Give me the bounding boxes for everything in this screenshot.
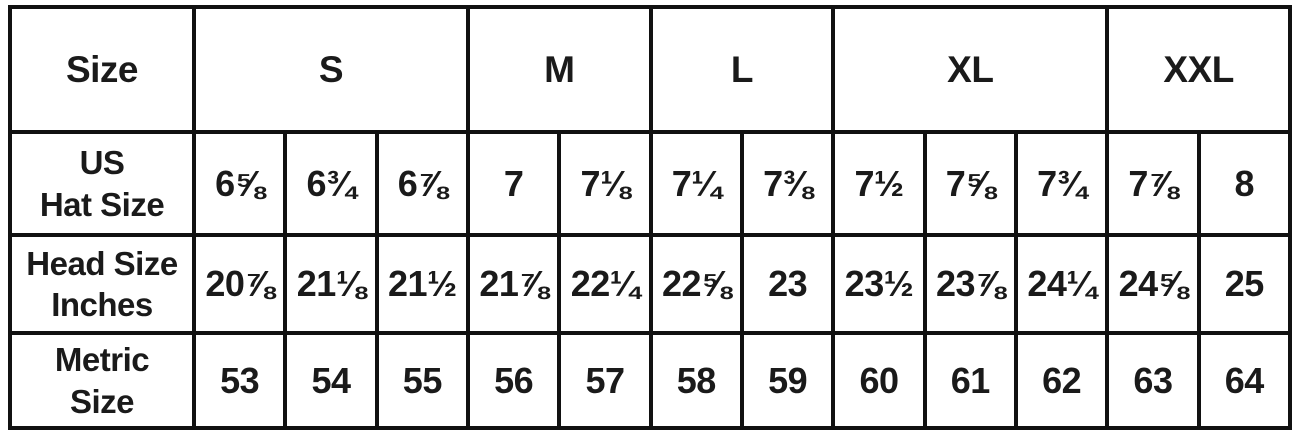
- row-label-line: Hat Size: [39, 185, 165, 223]
- us-hat-size-cell: 7¾: [1013, 130, 1110, 237]
- metric-size-cell: 53: [191, 331, 288, 430]
- row-label-metric-size: Metric Size: [8, 331, 196, 430]
- size-group-header-row: Size S M L XL XXL: [8, 5, 1292, 134]
- head-size-inches-cell: 22⅝: [648, 233, 744, 335]
- metric-size-cell: 61: [922, 331, 1018, 430]
- us-hat-size-cell: 6⅞: [374, 130, 470, 237]
- row-label-line: Head Size: [26, 244, 178, 282]
- metric-size-cell: 60: [831, 331, 927, 430]
- head-size-inches-row: Head Size Inches 20⅞ 21⅛ 21½ 21⅞ 22¼ 22⅝…: [8, 233, 1293, 335]
- metric-size-cell: 62: [1013, 331, 1110, 430]
- head-size-inches-cell: 23½: [831, 233, 927, 335]
- row-label-line: US: [79, 144, 125, 182]
- metric-size-cell: 56: [465, 331, 562, 430]
- us-hat-size-row: US Hat Size 6⅝ 6¾ 6⅞ 7 7⅛ 7¼ 7⅜ 7½ 7⅝ 7¾…: [8, 130, 1293, 237]
- row-label-line: Metric: [54, 341, 150, 379]
- row-label-line: Inches: [51, 286, 153, 323]
- head-size-inches-cell: 21⅞: [465, 233, 562, 335]
- metric-size-cell: 64: [1196, 331, 1293, 430]
- metric-size-cell: 54: [283, 331, 379, 430]
- head-size-inches-cell: 21½: [374, 233, 470, 335]
- hat-size-table: Size S M L XL XXL US Hat Size 6⅝ 6¾ 6⅞ 7…: [8, 5, 1293, 430]
- us-hat-size-cell: 6⅝: [191, 130, 288, 237]
- metric-size-cell: 55: [374, 331, 470, 430]
- head-size-inches-cell: 20⅞: [191, 233, 288, 335]
- metric-size-row: Metric Size 53 54 55 56 57 58 59 60 61 6…: [8, 331, 1293, 430]
- row-label-us-hat-size: US Hat Size: [8, 130, 196, 237]
- hat-size-chart: Size S M L XL XXL US Hat Size 6⅝ 6¾ 6⅞ 7…: [8, 5, 1293, 430]
- us-hat-size-cell: 8: [1196, 130, 1293, 237]
- size-group-xl: XL: [831, 5, 1110, 134]
- metric-size-cell: 59: [739, 331, 836, 430]
- us-hat-size-cell: 6¾: [283, 130, 379, 237]
- head-size-inches-cell: 21⅛: [283, 233, 379, 335]
- head-size-inches-cell: 25: [1196, 233, 1293, 335]
- us-hat-size-cell: 7⅝: [922, 130, 1018, 237]
- head-size-inches-cell: 23⅞: [922, 233, 1018, 335]
- us-hat-size-cell: 7⅛: [557, 130, 653, 237]
- row-label-line: Size: [69, 382, 135, 420]
- metric-size-cell: 63: [1105, 331, 1201, 430]
- row-label-head-size-inches: Head Size Inches: [8, 233, 196, 335]
- us-hat-size-cell: 7⅞: [1105, 130, 1201, 237]
- us-hat-size-cell: 7: [465, 130, 562, 237]
- metric-size-cell: 57: [557, 331, 653, 430]
- head-size-inches-cell: 22¼: [557, 233, 653, 335]
- size-group-l: L: [648, 5, 836, 134]
- metric-size-cell: 58: [648, 331, 744, 430]
- corner-header-size: Size: [8, 5, 196, 134]
- us-hat-size-cell: 7¼: [648, 130, 744, 237]
- head-size-inches-cell: 24⅝: [1105, 233, 1201, 335]
- size-group-xxl: XXL: [1105, 5, 1292, 134]
- us-hat-size-cell: 7½: [831, 130, 927, 237]
- head-size-inches-cell: 24¼: [1013, 233, 1110, 335]
- size-group-m: M: [465, 5, 653, 134]
- head-size-inches-cell: 23: [739, 233, 836, 335]
- us-hat-size-cell: 7⅜: [739, 130, 836, 237]
- size-group-s: S: [192, 5, 470, 134]
